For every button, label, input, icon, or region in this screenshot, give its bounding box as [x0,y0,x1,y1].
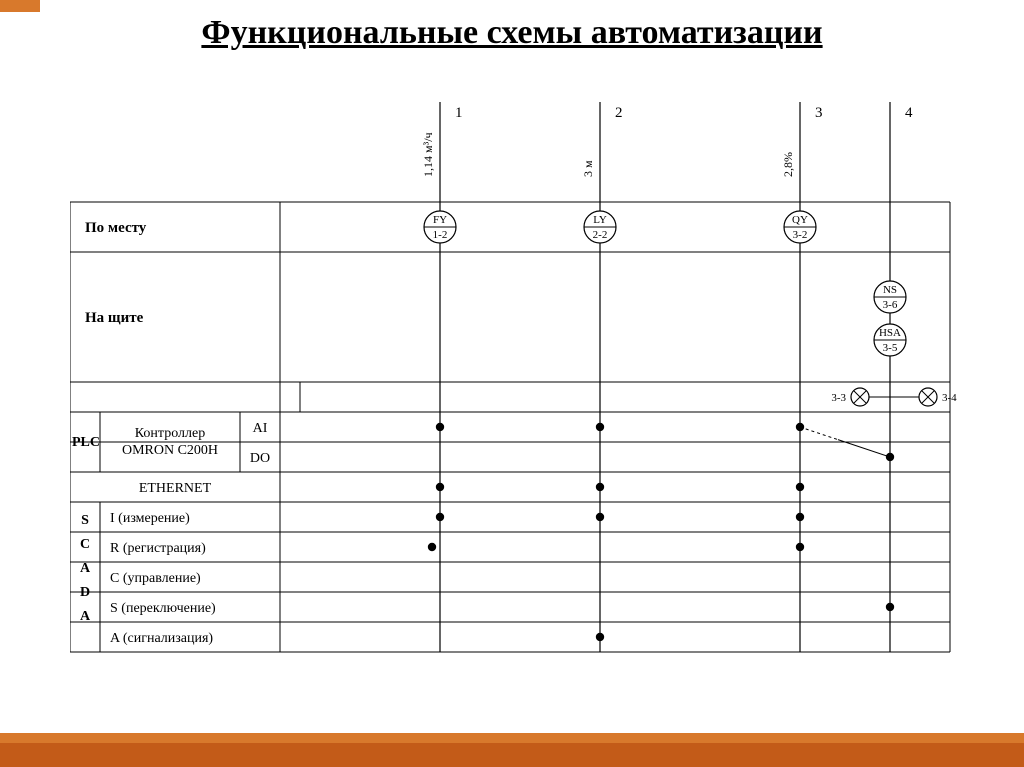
svg-text:3-3: 3-3 [831,392,846,404]
svg-text:1-2: 1-2 [433,229,448,241]
svg-text:DO: DO [250,451,270,466]
svg-text:1,14 м³/ч: 1,14 м³/ч [421,132,435,177]
svg-text:ETHERNET: ETHERNET [139,481,212,496]
svg-text:I (измерение): I (измерение) [110,511,190,526]
svg-text:1: 1 [455,105,463,121]
svg-text:AI: AI [253,421,268,436]
svg-text:3 м: 3 м [581,160,595,177]
svg-text:A (сигнализация): A (сигнализация) [110,631,213,646]
svg-text:QY: QY [792,214,808,226]
svg-text:2-2: 2-2 [593,229,608,241]
accent-bottom-inner [0,743,1024,767]
svg-text:PLC: PLC [72,435,100,450]
svg-text:3-6: 3-6 [883,299,898,311]
svg-text:2,8%: 2,8% [781,152,795,177]
svg-text:3-2: 3-2 [793,229,808,241]
svg-text:A: A [80,609,91,624]
svg-text:FY: FY [433,214,447,226]
svg-text:Контроллер: Контроллер [135,426,205,441]
svg-text:3-4: 3-4 [942,392,957,404]
svg-text:S (переключение): S (переключение) [110,601,216,616]
svg-text:C (управление): C (управление) [110,571,201,586]
svg-text:LY: LY [593,214,607,226]
svg-text:R (регистрация): R (регистрация) [110,541,206,556]
svg-text:S: S [81,513,89,528]
automation-diagram: По месту На щите PLC Контроллер OMRON C200H A… [70,82,970,722]
accent-top [0,0,40,12]
svg-text:D: D [80,585,90,600]
svg-text:3: 3 [815,105,823,121]
svg-text:OMRON C200H: OMRON C200H [122,443,218,458]
svg-text:3-5: 3-5 [883,342,898,354]
svg-text:По месту: По месту [85,220,147,236]
svg-text:На щите: На щите [85,310,144,326]
page-title: Функциональные схемы автоматизации [0,14,1024,52]
svg-text:C: C [80,537,90,552]
svg-text:NS: NS [883,284,897,296]
svg-text:2: 2 [615,105,623,121]
svg-text:HSA: HSA [879,327,901,339]
svg-text:4: 4 [905,105,913,121]
svg-text:A: A [80,561,91,576]
